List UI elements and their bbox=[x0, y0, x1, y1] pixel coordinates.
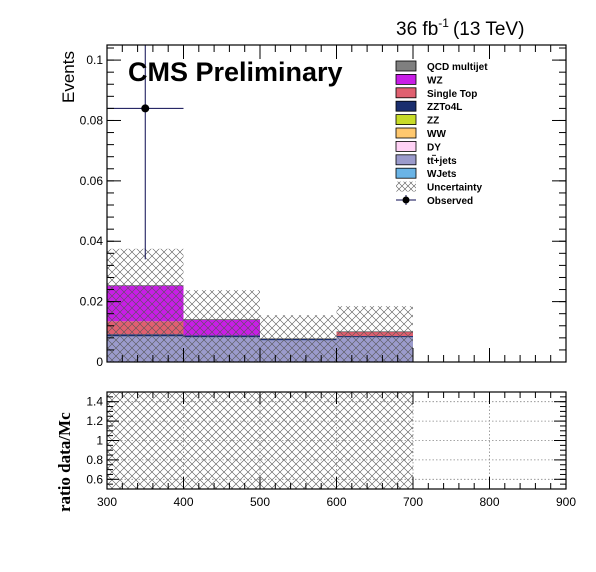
cms-label: CMS Preliminary bbox=[128, 57, 343, 87]
ratio-y-tick-label: 0.8 bbox=[86, 453, 103, 467]
x-tick-label: 700 bbox=[403, 495, 423, 509]
legend-swatch-zz bbox=[395, 114, 417, 125]
uncertainty-band-bin-3 bbox=[336, 306, 413, 362]
ratio-panel: 0.6 0.8 1 1.2 1.4 300 400 500 600 700 800 900 bbox=[86, 391, 576, 509]
ratio-y-axis-title: ratio data/Mc bbox=[55, 412, 74, 512]
legend-label-zz: ZZ bbox=[427, 116, 439, 127]
legend-swatch-wjets bbox=[395, 167, 417, 179]
legend-marker-observed bbox=[402, 196, 410, 204]
legend-label-observed: Observed bbox=[427, 196, 473, 207]
uncertainty-band-bin-0 bbox=[107, 248, 184, 362]
y-tick-label: 0.02 bbox=[80, 295, 104, 309]
ratio-y-tick-label: 0.6 bbox=[86, 472, 103, 486]
x-tick-label: 300 bbox=[97, 495, 117, 509]
x-tick-label: 500 bbox=[250, 495, 270, 509]
legend-swatch-dy bbox=[395, 140, 417, 152]
y-tick-label: 0.06 bbox=[80, 174, 104, 188]
ratio-y-tick-label: 1 bbox=[96, 434, 103, 448]
legend-swatch-zzto4l bbox=[395, 100, 417, 112]
legend-label-tt-main: tt bbox=[427, 156, 434, 167]
ratio-y-tick-label: 1.2 bbox=[86, 414, 103, 428]
legend-label-zzto4l: ZZTo4L bbox=[427, 102, 462, 113]
legend-swatch-single-top bbox=[395, 87, 417, 99]
legend-swatch-tt-jets bbox=[395, 154, 417, 166]
legend-label-single-top: Single Top bbox=[427, 89, 477, 100]
lumi-label: 36 fb-1 (13 TeV) bbox=[396, 16, 524, 40]
legend-swatch-uncertainty bbox=[396, 181, 416, 192]
uncertainty-band-bin-2 bbox=[260, 315, 337, 362]
uncertainty-band-bin-1 bbox=[183, 290, 260, 362]
y-tick-label: 0.1 bbox=[86, 53, 103, 67]
legend-label-qcd-multijet: QCD multijet bbox=[427, 62, 488, 73]
x-tick-label: 800 bbox=[479, 495, 499, 509]
legend-label-uncertainty: Uncertainty bbox=[427, 183, 482, 194]
legend-label-tt-jets: tt+jets bbox=[427, 156, 457, 167]
legend-swatch-wz bbox=[395, 74, 417, 85]
legend-label-dy: DY bbox=[427, 142, 441, 153]
ratio-y-tick-label: 1.4 bbox=[86, 395, 103, 409]
legend-label-wjets: WJets bbox=[427, 169, 457, 180]
legend-label-ww: WW bbox=[427, 129, 446, 140]
y-tick-label: 0.08 bbox=[80, 113, 104, 127]
x-tick-label: 400 bbox=[173, 495, 193, 509]
legend-label-tt-suffix: +jets bbox=[434, 156, 458, 167]
y-tick-label: 0 bbox=[96, 355, 103, 369]
legend-swatch-qcd-multijet bbox=[395, 60, 417, 72]
observed-point bbox=[141, 104, 150, 113]
x-tick-label: 600 bbox=[326, 495, 346, 509]
legend-label-wz: WZ bbox=[427, 75, 443, 86]
y-axis-title: Events bbox=[59, 51, 78, 103]
x-tick-label: 900 bbox=[556, 495, 576, 509]
legend: QCD multijet WZ Single Top ZZTo4L ZZ WW DY tt+j… bbox=[395, 60, 488, 207]
y-tick-label: 0.04 bbox=[80, 234, 104, 248]
main-panel: 0 0.02 0.04 0.06 0.08 0.1 bbox=[80, 44, 567, 369]
legend-swatch-ww bbox=[395, 127, 417, 139]
